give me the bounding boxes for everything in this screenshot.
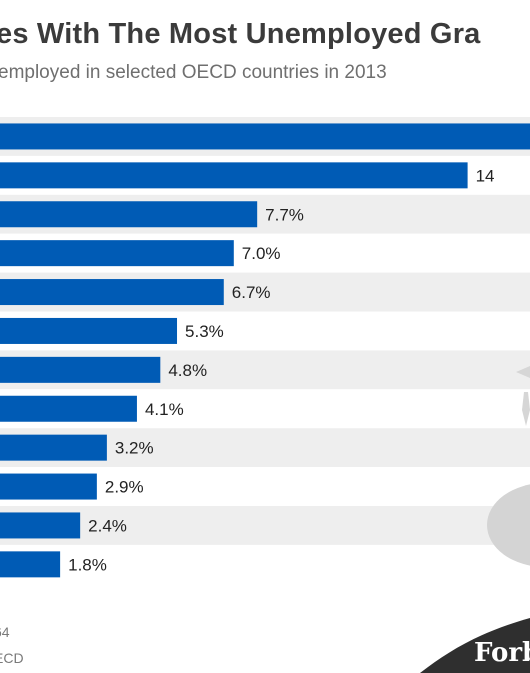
data-label: 1.8% [68, 555, 107, 574]
shoulder-shape [487, 484, 530, 566]
data-label: 14 [476, 166, 495, 185]
data-label: 5.3% [185, 322, 224, 341]
data-label: 2.9% [105, 478, 144, 497]
tie-icon [522, 392, 530, 426]
footer-line-1: 64 [0, 624, 10, 640]
graduate-illustration [420, 366, 530, 673]
bar [0, 512, 81, 539]
bar [0, 551, 61, 578]
bar [0, 395, 137, 422]
chart-subtitle: employed in selected OECD countries in 2… [0, 62, 387, 83]
data-label: 7.0% [242, 244, 281, 263]
mortarboard-icon [516, 366, 530, 378]
data-label: 3.2% [115, 439, 154, 458]
bar [0, 317, 178, 344]
row-band [0, 506, 530, 545]
brand-logo: Forb [474, 638, 530, 668]
data-label: 4.8% [168, 361, 207, 380]
footer-line-2: ECD [0, 650, 24, 666]
row-band [0, 544, 530, 584]
bar [0, 123, 530, 150]
bar [0, 279, 224, 306]
bar [0, 434, 107, 461]
bar [0, 240, 234, 267]
bar [0, 473, 97, 500]
chart-title: es With The Most Unemployed Gra [0, 18, 481, 50]
bar [0, 162, 468, 189]
data-label: 7.7% [265, 205, 304, 224]
bottom-swoosh [420, 618, 530, 673]
data-label: 6.7% [232, 283, 271, 302]
bar [0, 356, 161, 383]
data-label: 2.4% [88, 516, 127, 535]
bar [0, 201, 258, 228]
data-label: 4.1% [145, 400, 184, 419]
